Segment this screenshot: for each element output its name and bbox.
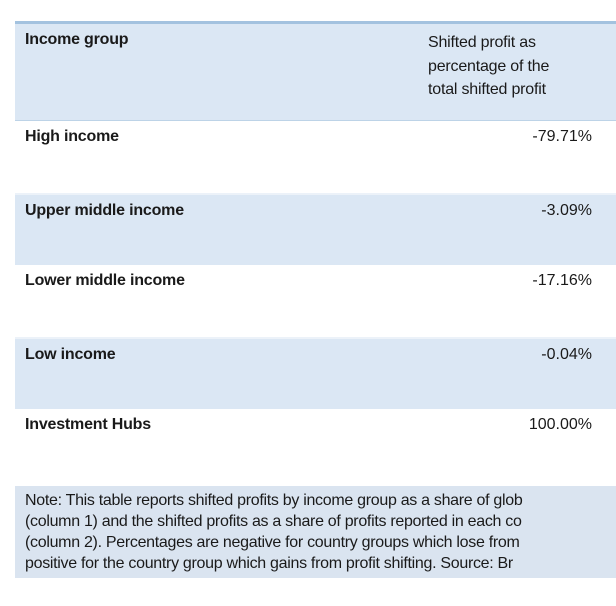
- row-value: -79.71%: [532, 128, 592, 145]
- column-header-line-3: total shifted profit: [428, 81, 546, 98]
- table-header-row: Income group Shifted profit as percentag…: [15, 21, 616, 121]
- row-label: Investment Hubs: [25, 416, 151, 433]
- column-header-shifted-profit: Shifted profit as percentage of the tota…: [428, 31, 549, 102]
- row-label: High income: [25, 128, 119, 145]
- table-note: Note: This table reports shifted profits…: [15, 486, 616, 578]
- note-line-3: (column 2). Percentages are negative for…: [25, 534, 520, 551]
- column-header-income-group: Income group: [25, 31, 129, 48]
- table-row-high-income: High income -79.71%: [15, 121, 616, 193]
- table-row-investment-hubs: Investment Hubs 100.00%: [15, 409, 616, 481]
- row-value: -3.09%: [541, 202, 592, 219]
- table-row-low-income: Low income -0.04%: [15, 337, 616, 409]
- row-label: Upper middle income: [25, 202, 184, 219]
- note-line-4: positive for the country group which gai…: [25, 555, 513, 572]
- note-line-2: (column 1) and the shifted profits as a …: [25, 513, 522, 530]
- row-label: Lower middle income: [25, 272, 185, 289]
- note-line-1: Note: This table reports shifted profits…: [25, 492, 523, 509]
- column-header-line-1: Shifted profit as: [428, 34, 536, 51]
- row-value: 100.00%: [528, 416, 592, 433]
- row-label: Low income: [25, 346, 116, 363]
- table-row-lower-middle-income: Lower middle income -17.16%: [15, 265, 616, 337]
- row-value: -0.04%: [541, 346, 592, 363]
- table-row-upper-middle-income: Upper middle income -3.09%: [15, 193, 616, 265]
- row-value: -17.16%: [532, 272, 592, 289]
- column-header-line-2: percentage of the: [428, 57, 550, 75]
- income-group-table: Income group Shifted profit as percentag…: [15, 21, 616, 481]
